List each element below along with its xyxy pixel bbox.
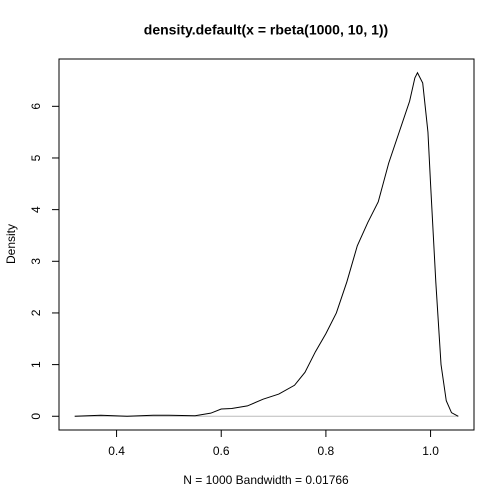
y-axis-label: Density [4,224,18,264]
plot-frame [58,58,475,431]
y-tick-label: 6 [29,103,43,110]
y-tick-label: 5 [29,154,43,161]
y-tick-label: 2 [29,309,43,316]
x-tick-label: 0.8 [318,444,335,458]
x-tick-label: 0.6 [213,444,230,458]
x-axis-label: N = 1000 Bandwidth = 0.01766 [183,473,349,487]
y-tick-label: 1 [29,361,43,368]
y-tick-label: 3 [29,258,43,265]
x-tick-label: 0.4 [108,444,125,458]
y-tick-label: 0 [29,413,43,420]
x-tick-label: 1.0 [422,444,439,458]
density-line [74,71,459,417]
y-tick-label: 4 [29,206,43,213]
chart-title: density.default(x = rbeta(1000, 10, 1)) [144,22,388,38]
